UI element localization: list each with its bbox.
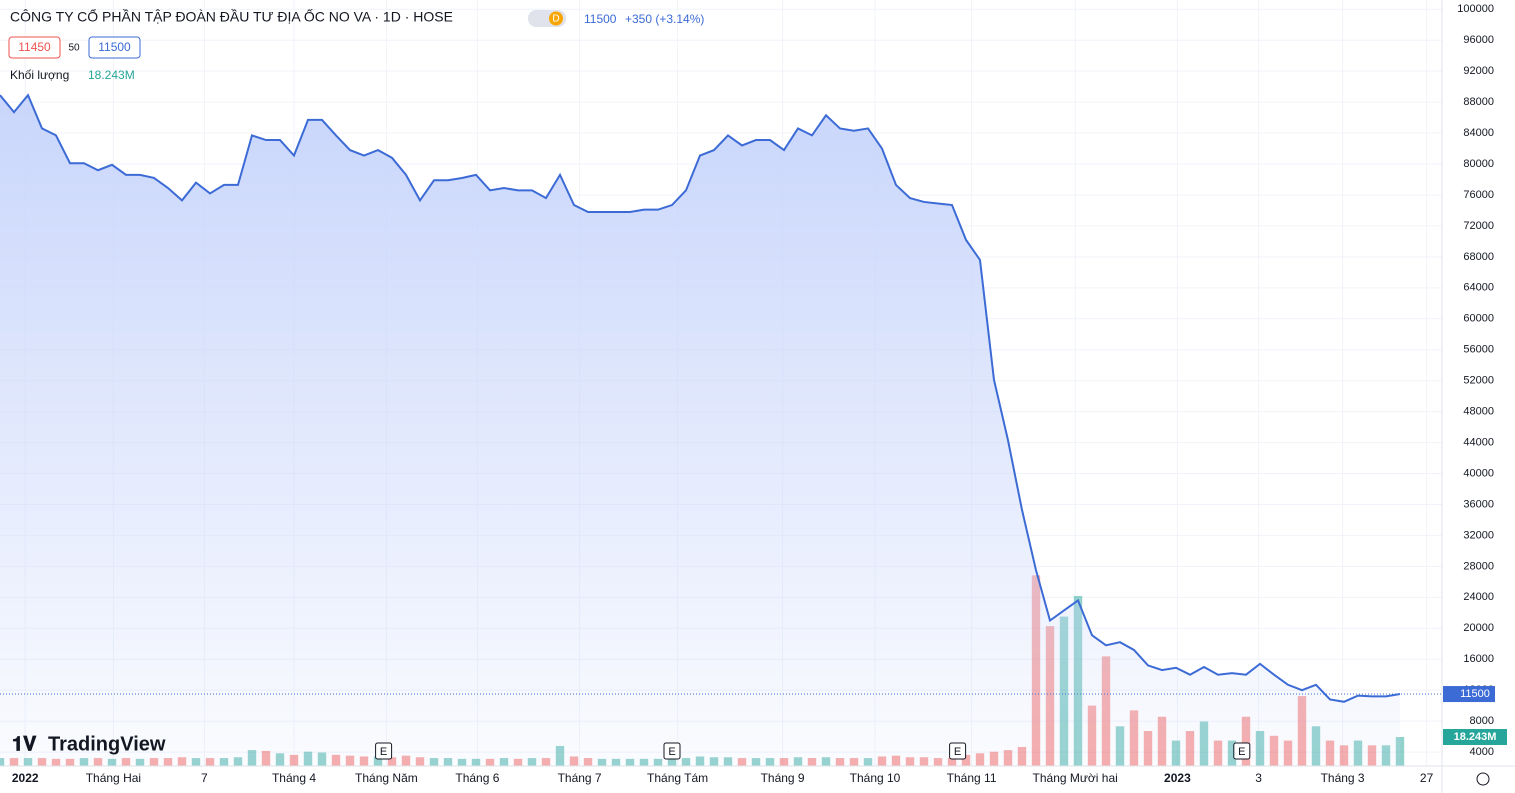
x-tick-label: Tháng 7 <box>558 771 602 785</box>
last-price: 11500 <box>584 12 617 26</box>
x-tick-label: Tháng Năm <box>355 771 418 785</box>
event-label: E <box>1238 746 1245 758</box>
x-tick-label: Tháng 6 <box>455 771 499 785</box>
y-tick-label: 56000 <box>1463 344 1494 356</box>
x-tick-label: 2023 <box>1164 771 1191 785</box>
y-tick-label: 4000 <box>1470 746 1494 758</box>
volume-label: 18.243M <box>1454 731 1497 743</box>
x-tick-label: Tháng 10 <box>850 771 901 785</box>
x-tick-label: Tháng Hai <box>86 771 141 785</box>
x-tick-label: Tháng Mười hai <box>1033 771 1118 785</box>
y-tick-label: 32000 <box>1463 529 1494 541</box>
y-tick-label: 36000 <box>1463 498 1494 510</box>
x-tick-label: 27 <box>1420 771 1434 785</box>
x-tick-label: Tháng Tám <box>647 771 708 785</box>
y-tick-label: 64000 <box>1463 282 1494 294</box>
x-tick-label: Tháng 9 <box>761 771 805 785</box>
change: +350 (+3.14%) <box>625 12 704 26</box>
y-tick-label: 72000 <box>1463 220 1494 232</box>
y-tick-label: 88000 <box>1463 96 1494 108</box>
y-tick-label: 100000 <box>1457 3 1494 15</box>
event-box <box>949 742 967 760</box>
badge: D <box>552 14 559 25</box>
y-tick-label: 28000 <box>1463 560 1494 572</box>
event-box <box>375 742 393 760</box>
y-tick-label: 44000 <box>1463 436 1494 448</box>
volume-legend-value: 18.243M <box>88 68 135 82</box>
bid[interactable]: 11450 <box>18 40 51 54</box>
y-tick-label: 8000 <box>1470 715 1494 727</box>
spread: 50 <box>68 43 80 54</box>
ask-box[interactable] <box>88 36 141 59</box>
logo-icon: 𝟏𝐕 <box>12 733 37 755</box>
bid-box[interactable] <box>8 36 61 59</box>
title: CÔNG TY CỔ PHẦN TẬP ĐOÀN ĐẦU TƯ ĐỊA ỐC N… <box>10 8 453 25</box>
price-label-bg <box>1443 686 1495 703</box>
y-tick-label: 60000 <box>1463 313 1494 325</box>
settings-icon[interactable] <box>1476 772 1490 786</box>
y-tick-label: 96000 <box>1463 34 1494 46</box>
x-tick-label: Tháng 11 <box>947 771 997 785</box>
y-tick-label: 48000 <box>1463 406 1494 418</box>
x-tick-label: 2022 <box>12 771 39 785</box>
event-label: E <box>380 746 387 758</box>
y-tick-label: 40000 <box>1463 467 1494 479</box>
event-label: E <box>954 746 961 758</box>
y-tick-label: 84000 <box>1463 127 1494 139</box>
y-tick-label: 92000 <box>1463 65 1494 77</box>
y-tick-label: 76000 <box>1463 189 1494 201</box>
x-tick-label: Tháng 3 <box>1321 771 1365 785</box>
y-tick-label: 20000 <box>1463 622 1494 634</box>
y-tick-label: 52000 <box>1463 375 1494 387</box>
x-tick-label: 7 <box>201 771 208 785</box>
price-label: 11500 <box>1460 688 1490 700</box>
event-box <box>1233 742 1251 760</box>
event-box <box>663 742 681 760</box>
ask[interactable]: 11500 <box>98 40 131 54</box>
logo: TradingView <box>48 733 166 755</box>
badge-dot <box>549 11 563 26</box>
x-tick-label: Tháng 4 <box>272 771 316 785</box>
volume-legend: Khối lượng <box>10 68 69 82</box>
volume-label-bg <box>1443 729 1507 746</box>
y-tick-label: 80000 <box>1463 158 1494 170</box>
event-label: E <box>668 746 675 758</box>
area <box>0 95 1400 767</box>
x-tick-label: 3 <box>1255 771 1262 785</box>
y-tick-label: 16000 <box>1463 653 1494 665</box>
price-line <box>0 93 1401 703</box>
y-tick-label: 68000 <box>1463 251 1494 263</box>
y-tick-label: 24000 <box>1463 591 1494 603</box>
